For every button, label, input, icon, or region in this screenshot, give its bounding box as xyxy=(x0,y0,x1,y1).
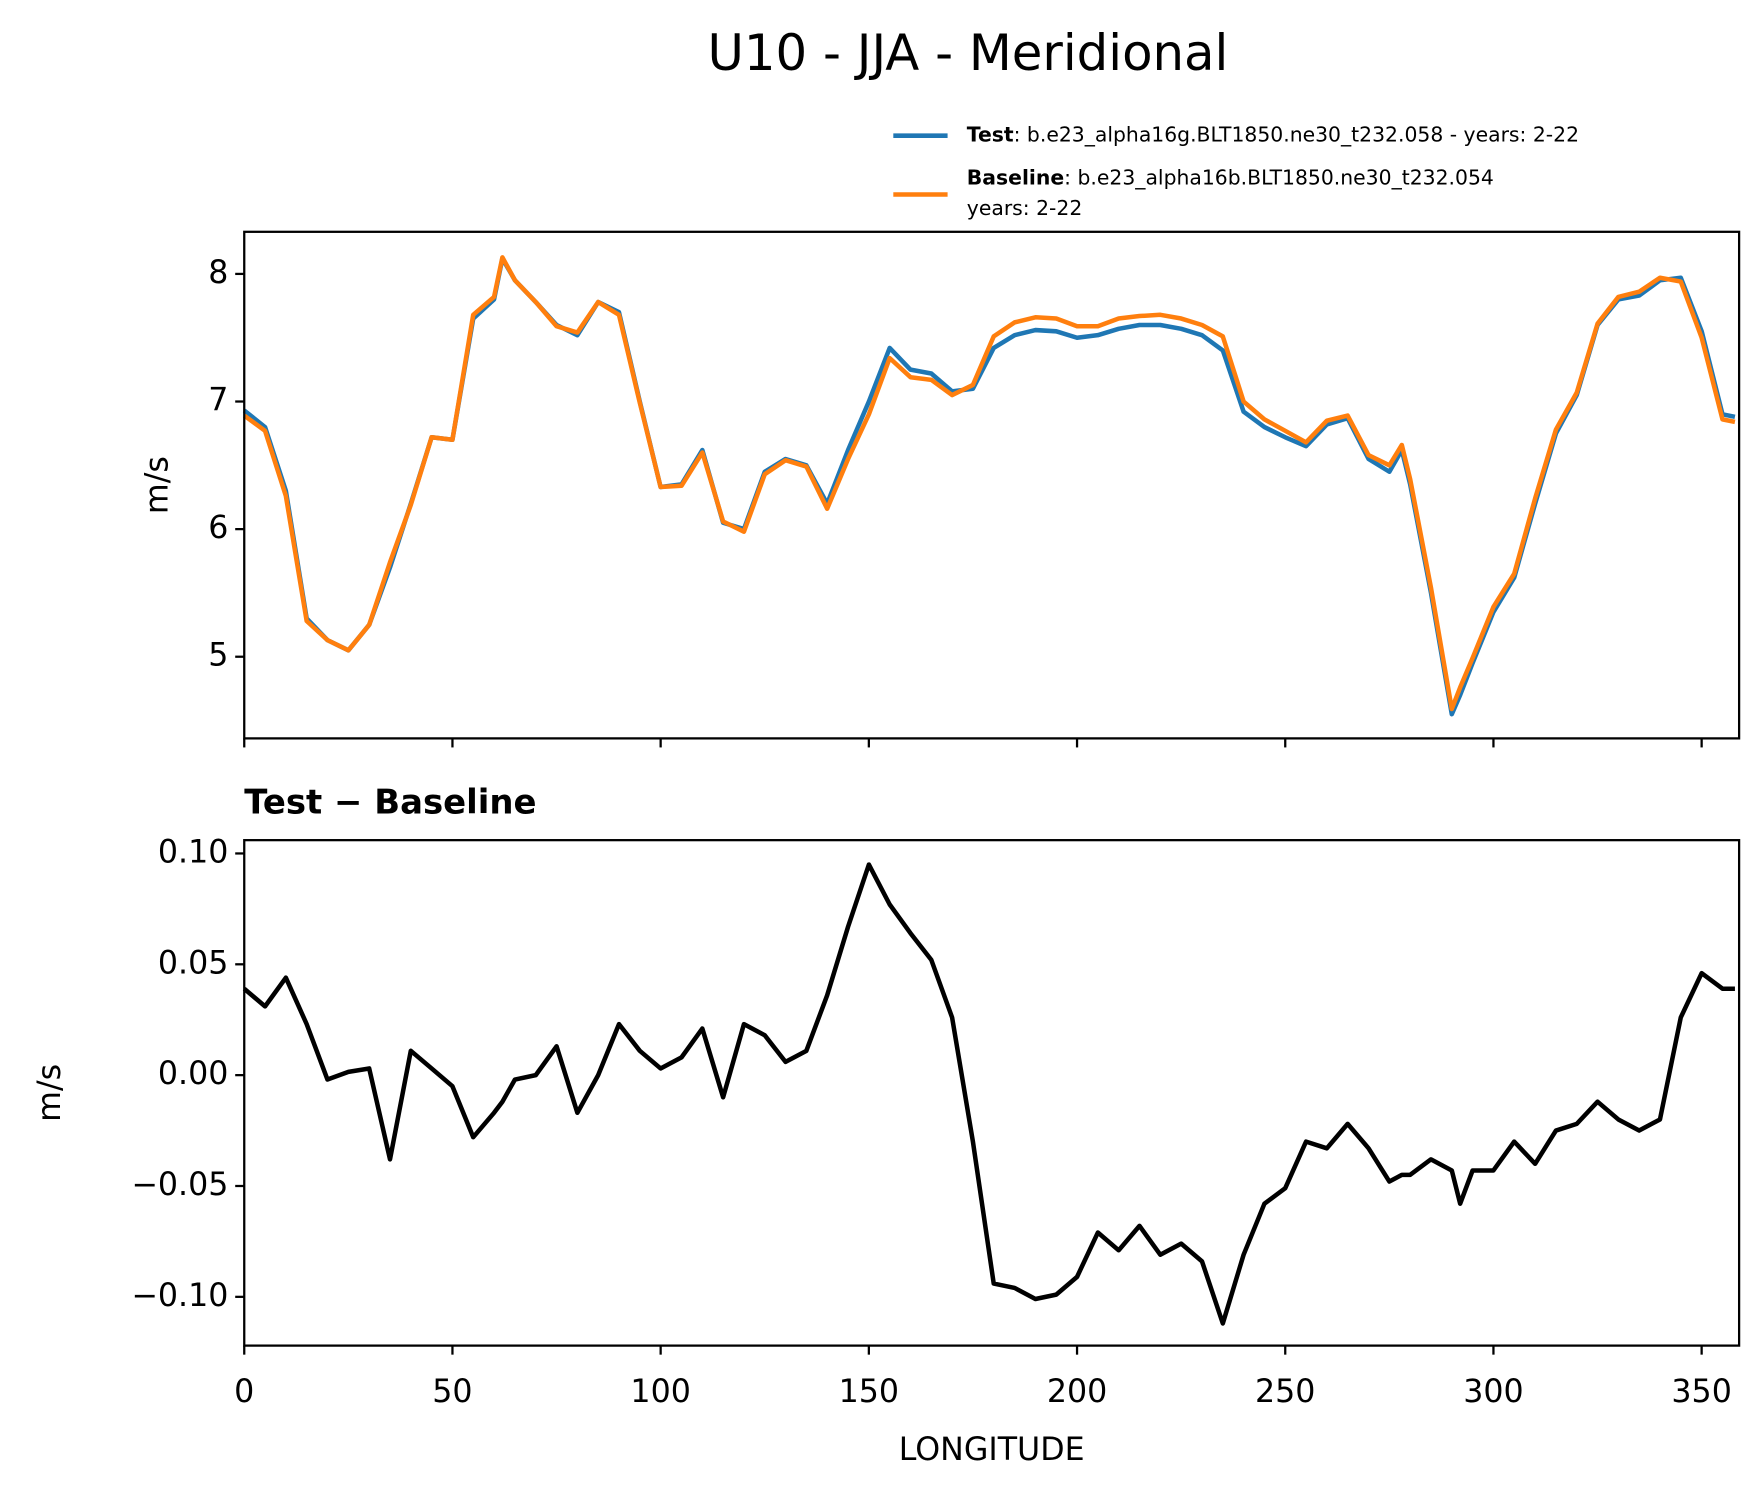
y-tick-label: 5 xyxy=(208,638,228,674)
y-tick-label: 7 xyxy=(208,383,228,419)
legend-name: Baseline xyxy=(967,166,1064,190)
y-tick-label: −0.10 xyxy=(131,1278,228,1314)
series-line xyxy=(242,255,1736,712)
axes-frame xyxy=(243,230,1741,740)
y-tick-label: 0.10 xyxy=(158,834,229,870)
y-axis-label: m/s xyxy=(139,456,175,514)
legend-label: Baseline: b.e23_alpha16b.BLT1850.ne30_t2… xyxy=(967,166,1494,221)
legend-text: years: 2-22 xyxy=(967,196,1082,220)
x-tick-label: 200 xyxy=(1047,1374,1107,1410)
subplot-title: Test − Baseline xyxy=(244,782,536,821)
series-line xyxy=(242,256,1736,717)
series-line xyxy=(242,862,1735,1326)
chart-title: U10 - JJA - Meridional xyxy=(708,24,1229,82)
y-axis-label: m/s xyxy=(32,1064,68,1122)
y-tick-label: 0.00 xyxy=(158,1056,229,1092)
y-tick-label: 8 xyxy=(208,255,228,291)
x-tick-label: 300 xyxy=(1463,1374,1523,1410)
legend-text: : b.e23_alpha16g.BLT1850.ne30_t232.058 -… xyxy=(1014,123,1579,148)
axes-frame xyxy=(243,839,1741,1347)
legend-text: : b.e23_alpha16b.BLT1850.ne30_t232.054 xyxy=(1064,166,1494,191)
y-tick-label: 0.05 xyxy=(158,945,229,981)
x-tick-label: 150 xyxy=(839,1374,899,1410)
x-tick-label: 0 xyxy=(234,1374,254,1410)
x-tick-label: 250 xyxy=(1255,1374,1315,1410)
y-tick-label: 6 xyxy=(208,510,228,546)
legend-name: Test xyxy=(967,123,1014,147)
y-tick-label: −0.05 xyxy=(131,1167,228,1203)
x-tick-label: 100 xyxy=(630,1374,690,1410)
x-tick-label: 350 xyxy=(1671,1374,1731,1410)
x-tick-label: 50 xyxy=(432,1374,472,1410)
legend-label: Test: b.e23_alpha16g.BLT1850.ne30_t232.0… xyxy=(967,123,1579,148)
x-axis-label: LONGITUDE xyxy=(899,1432,1085,1468)
